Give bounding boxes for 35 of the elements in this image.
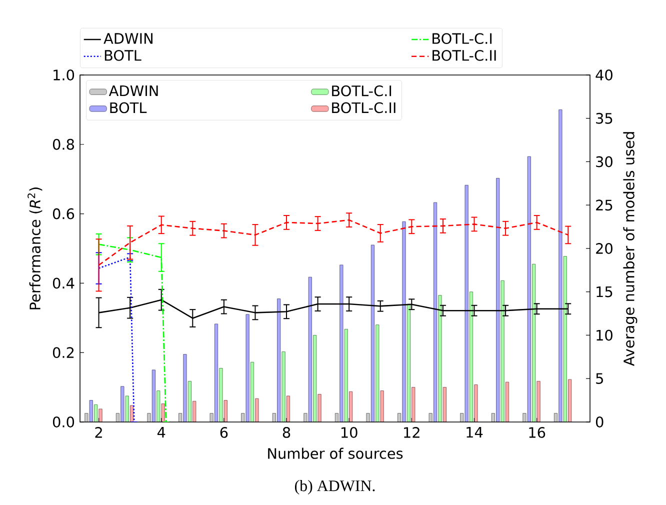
x-tick-label: 8	[282, 426, 290, 438]
text: (b) ADWIN.	[294, 480, 375, 494]
x-tick-label: 10	[341, 426, 358, 438]
y2-tick-label: 10	[596, 330, 612, 341]
legend-label: BOTL	[110, 102, 147, 114]
x-tick-label: 16	[529, 426, 546, 438]
y-tick-label: 0.6	[52, 208, 74, 220]
legend-label: ADWIN	[104, 33, 152, 44]
x-axis-title: Number of sources	[268, 448, 403, 459]
x-tick-label: 14	[466, 427, 483, 438]
legend-label: ADWIN	[108, 85, 158, 96]
y2-tick-label: 20	[596, 243, 612, 254]
y2-tick-label: 0	[596, 416, 604, 428]
y-tick-label: 0.8	[52, 138, 74, 150]
y-tick-label: 1.0	[54, 70, 74, 80]
y-tick-label: 0.2	[52, 347, 74, 358]
legend-label: BOTL-C.I	[332, 85, 392, 96]
legend-label: BOTL-C.I	[432, 33, 492, 44]
y-axis-title: Performance (R$^{2}$)	[28, 188, 42, 310]
y2-tick-label: 25	[596, 200, 612, 211]
y2-axis-title: Average number of models used	[623, 132, 638, 366]
y2-tick-label: 5	[596, 373, 603, 384]
y2-tick-label: 15	[596, 286, 612, 298]
x-tick-label: 6	[220, 426, 228, 438]
legend-label: BOTL	[104, 50, 142, 61]
legend-label: BOTL-C.II	[432, 50, 496, 61]
y2-tick-label: 30	[596, 156, 612, 168]
y2-tick-label: 35	[596, 112, 612, 124]
y-tick-label: 0.4	[52, 278, 74, 289]
y2-tick-label: 40	[596, 70, 612, 80]
x-tick-label: 4	[157, 427, 166, 438]
x-tick-label: 12	[404, 426, 420, 438]
y-tick-label: 0.0	[52, 416, 74, 428]
x-tick-label: 2	[95, 426, 102, 438]
legend-label: BOTL-C.II	[332, 102, 396, 114]
